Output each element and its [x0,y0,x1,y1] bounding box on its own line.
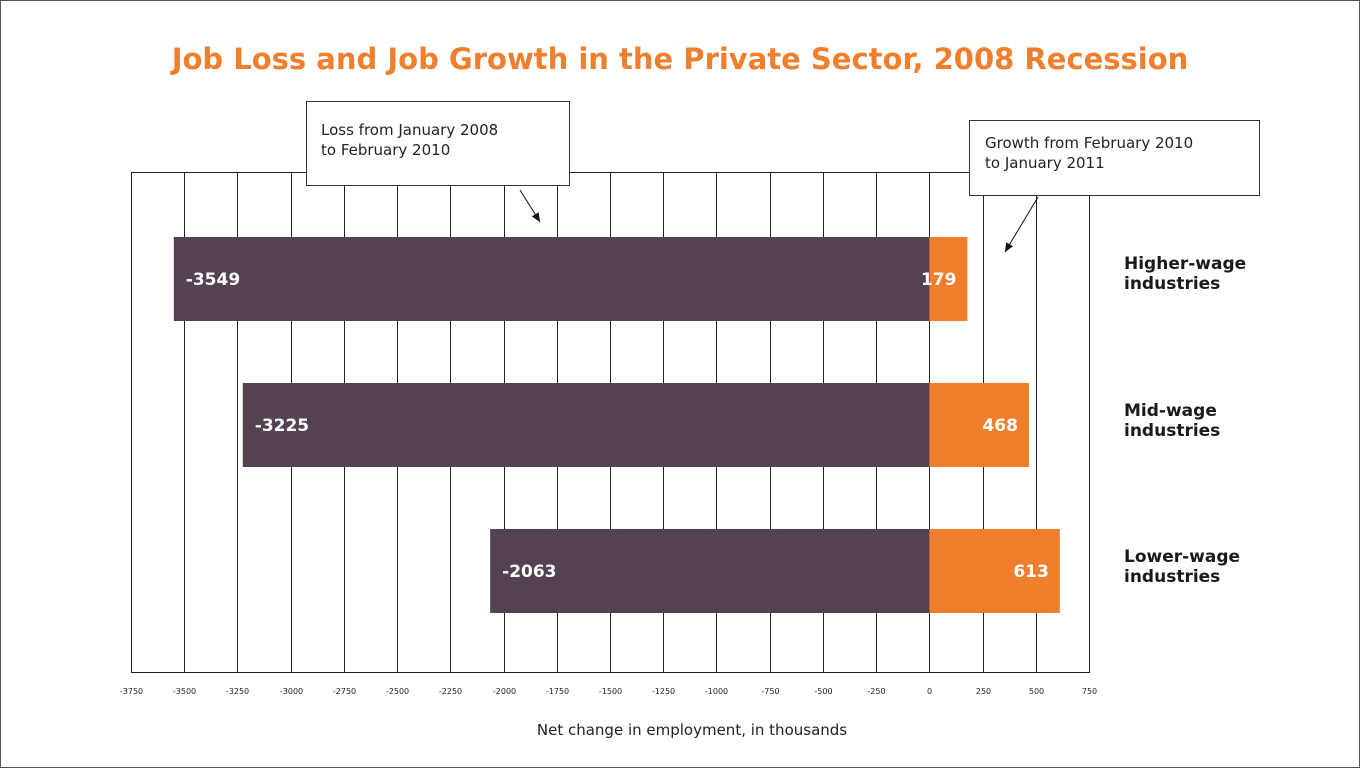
x-tick-label: -750 [761,687,779,696]
data-labels: -3549 179 -3225 468 -2063 613 [186,270,1049,582]
x-tick-label: -500 [814,687,832,696]
bar-loss [490,529,930,613]
bars [173,237,1060,613]
bar-loss [242,383,930,467]
x-tick-label: -1500 [599,687,622,696]
x-tick-label: -1250 [652,687,675,696]
x-tick-label: 750 [1082,687,1097,696]
x-tick-label: -1000 [705,687,728,696]
callout-loss: Loss from January 2008 to February 2010 [306,101,570,186]
x-tick-label: 500 [1029,687,1044,696]
x-tick-label: -3250 [226,687,249,696]
category-label-line: industries [1124,274,1221,294]
category-label-line: industries [1124,567,1221,587]
x-axis-title: Net change in employment, in thousands [536,721,848,739]
x-tick-label: -250 [867,687,885,696]
data-label-loss: -3225 [255,416,309,436]
callout-arrow-growth [1004,196,1039,253]
x-tick-label: 250 [976,687,991,696]
bar-growth [929,237,968,321]
data-label-loss: -2063 [502,562,556,582]
x-tick-label: -3750 [120,687,143,696]
data-label-loss: -3549 [186,270,240,290]
category-label-line: Mid-wage [1124,401,1217,421]
category-label-higher-wage: Higher-wage industries [1124,254,1304,294]
x-tick-labels: -3750 -3500 -3250 -3000 -2750 -2500 -2250 -2000… [120,687,1097,696]
x-tick-label: -3000 [280,687,303,696]
bar-growth [929,383,1029,467]
data-label-growth: 179 [921,270,957,290]
category-label-line: Higher-wage [1124,254,1247,274]
callout-arrow-growth-head [1005,242,1014,252]
x-tick-label: -2750 [333,687,356,696]
chart-title: Job Loss and Job Growth in the Private S… [171,42,1189,76]
bar-loss [173,237,930,321]
data-label-growth: 613 [1013,562,1049,582]
callout-arrow-loss-head [531,212,540,222]
bar-growth [929,529,1060,613]
x-tick-label: -2500 [386,687,409,696]
x-tick-label: -2250 [439,687,462,696]
x-tick-label: -2000 [493,687,516,696]
callout-growth: Growth from February 2010 to January 201… [969,120,1260,196]
category-label-line: Lower-wage [1124,547,1241,567]
x-tick-label: 0 [927,687,932,696]
data-label-growth: 468 [982,416,1018,436]
category-label-lower-wage: Lower-wage industries [1124,547,1304,587]
category-label-line: industries [1124,421,1221,441]
x-tick-label: -3500 [173,687,196,696]
category-label-mid-wage: Mid-wage industries [1124,401,1304,441]
callout-arrows [519,189,1039,253]
x-tick-label: -1750 [546,687,569,696]
